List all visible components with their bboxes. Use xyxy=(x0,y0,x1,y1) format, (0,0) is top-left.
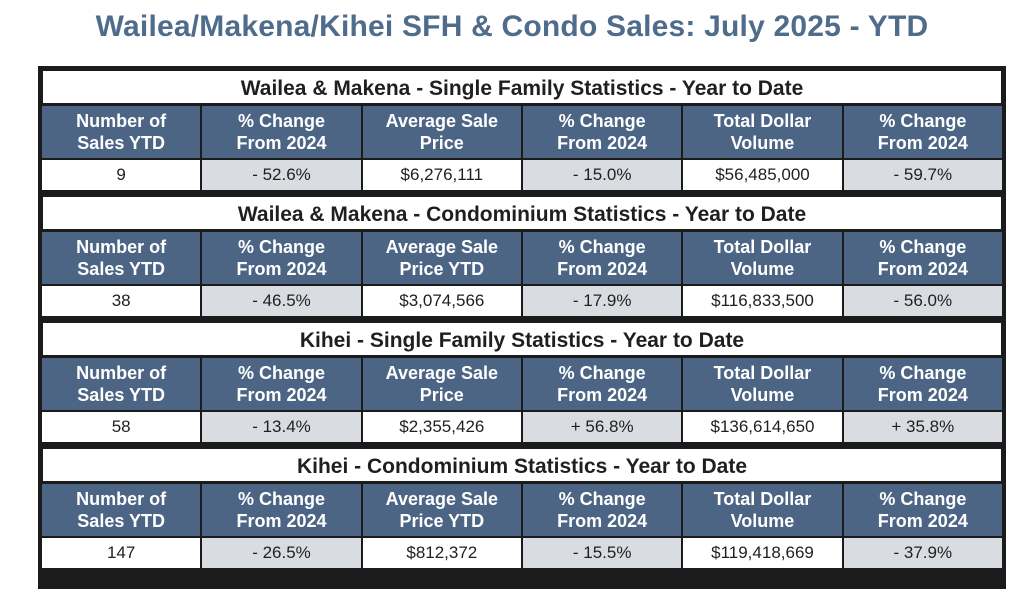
header-cell: % Change From 2024 xyxy=(843,358,1002,410)
header-cell: Number of Sales YTD xyxy=(42,484,201,536)
header-cell: % Change From 2024 xyxy=(202,484,361,536)
header-cell: Average Sale Price xyxy=(362,358,521,410)
value-row: 58 - 13.4% $2,355,426 + 56.8% $136,614,6… xyxy=(42,412,1002,442)
value-cell: $136,614,650 xyxy=(683,412,842,442)
value-cell: + 35.8% xyxy=(843,412,1002,442)
header-cell: Total Dollar Volume xyxy=(683,232,842,284)
value-cell: - 59.7% xyxy=(843,160,1002,190)
header-cell: Average Sale Price xyxy=(362,106,521,158)
value-cell: 147 xyxy=(42,538,201,568)
value-cell: - 46.5% xyxy=(202,286,361,316)
header-cell: Number of Sales YTD xyxy=(42,232,201,284)
header-row: Number of Sales YTD % Change From 2024 A… xyxy=(42,358,1002,410)
section-wailea-makena-sfh: Wailea & Makena - Single Family Statisti… xyxy=(42,70,1002,190)
value-cell: - 17.9% xyxy=(522,286,682,316)
value-cell: - 56.0% xyxy=(843,286,1002,316)
value-cell: + 56.8% xyxy=(522,412,682,442)
value-cell: $3,074,566 xyxy=(362,286,521,316)
header-cell: % Change From 2024 xyxy=(843,106,1002,158)
header-cell: Total Dollar Volume xyxy=(683,106,842,158)
value-cell: $56,485,000 xyxy=(683,160,842,190)
page-title: Wailea/Makena/Kihei SFH & Condo Sales: J… xyxy=(95,10,929,43)
header-cell: % Change From 2024 xyxy=(202,232,361,284)
header-cell: % Change From 2024 xyxy=(522,106,682,158)
header-cell: % Change From 2024 xyxy=(522,484,682,536)
header-cell: % Change From 2024 xyxy=(522,232,682,284)
value-cell: - 52.6% xyxy=(202,160,361,190)
section-title: Wailea & Makena - Condominium Statistics… xyxy=(42,196,1002,230)
value-cell: - 15.5% xyxy=(522,538,682,568)
value-cell: $119,418,669 xyxy=(683,538,842,568)
value-cell: $2,355,426 xyxy=(362,412,521,442)
header-row: Number of Sales YTD % Change From 2024 A… xyxy=(42,232,1002,284)
section-title: Kihei - Single Family Statistics - Year … xyxy=(42,322,1002,356)
value-row: 147 - 26.5% $812,372 - 15.5% $119,418,66… xyxy=(42,538,1002,568)
value-cell: - 26.5% xyxy=(202,538,361,568)
value-cell: $116,833,500 xyxy=(683,286,842,316)
header-row: Number of Sales YTD % Change From 2024 A… xyxy=(42,106,1002,158)
value-cell: 9 xyxy=(42,160,201,190)
header-cell: % Change From 2024 xyxy=(202,106,361,158)
section-wailea-makena-condo: Wailea & Makena - Condominium Statistics… xyxy=(42,196,1002,316)
section-kihei-sfh: Kihei - Single Family Statistics - Year … xyxy=(42,322,1002,442)
header-cell: % Change From 2024 xyxy=(522,358,682,410)
statistics-tables: Wailea & Makena - Single Family Statisti… xyxy=(38,66,1006,589)
header-cell: % Change From 2024 xyxy=(202,358,361,410)
header-cell: Average Sale Price YTD xyxy=(362,232,521,284)
value-cell: 58 xyxy=(42,412,201,442)
value-cell: - 37.9% xyxy=(843,538,1002,568)
section-title: Kihei - Condominium Statistics - Year to… xyxy=(42,448,1002,482)
value-cell: - 13.4% xyxy=(202,412,361,442)
header-cell: Number of Sales YTD xyxy=(42,358,201,410)
value-cell: 38 xyxy=(42,286,201,316)
section-title: Wailea & Makena - Single Family Statisti… xyxy=(42,70,1002,104)
header-cell: % Change From 2024 xyxy=(843,232,1002,284)
value-cell: $6,276,111 xyxy=(362,160,521,190)
value-row: 38 - 46.5% $3,074,566 - 17.9% $116,833,5… xyxy=(42,286,1002,316)
header-cell: Number of Sales YTD xyxy=(42,106,201,158)
header-cell: % Change From 2024 xyxy=(843,484,1002,536)
value-cell: - 15.0% xyxy=(522,160,682,190)
header-row: Number of Sales YTD % Change From 2024 A… xyxy=(42,484,1002,536)
header-cell: Average Sale Price YTD xyxy=(362,484,521,536)
section-kihei-condo: Kihei - Condominium Statistics - Year to… xyxy=(42,448,1002,568)
value-cell: $812,372 xyxy=(362,538,521,568)
value-row: 9 - 52.6% $6,276,111 - 15.0% $56,485,000… xyxy=(42,160,1002,190)
header-cell: Total Dollar Volume xyxy=(683,358,842,410)
header-cell: Total Dollar Volume xyxy=(683,484,842,536)
